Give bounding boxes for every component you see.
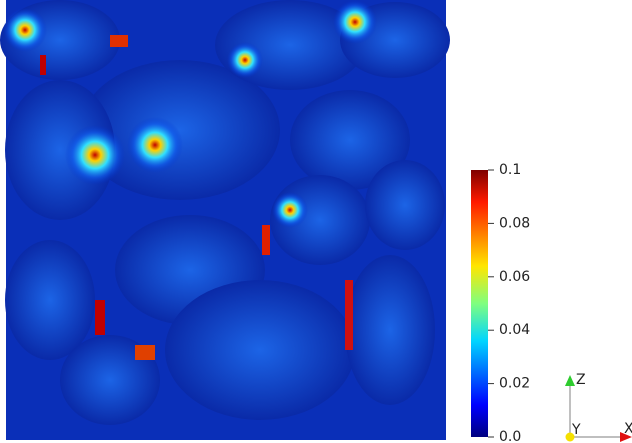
x-label: X xyxy=(624,421,632,437)
orientation-axes: Z Y X xyxy=(565,372,632,442)
colorbar-tick-label: 0.08 xyxy=(499,215,530,231)
colorbar-tick-label: 0.06 xyxy=(499,269,530,285)
rendered-volume xyxy=(0,0,450,440)
colorbar-tick-label: 0.0 xyxy=(499,429,521,443)
colorbar-tick-label: 0.1 xyxy=(499,162,521,178)
y-axis xyxy=(565,432,575,442)
colorbar-tick-label: 0.04 xyxy=(499,322,530,338)
y-label: Y xyxy=(571,422,581,438)
z-label: Z xyxy=(576,372,586,388)
colorbar-tick-label: 0.02 xyxy=(499,376,530,392)
x-arrow xyxy=(620,432,632,442)
colorbar xyxy=(471,170,488,437)
z-arrow xyxy=(565,375,575,386)
